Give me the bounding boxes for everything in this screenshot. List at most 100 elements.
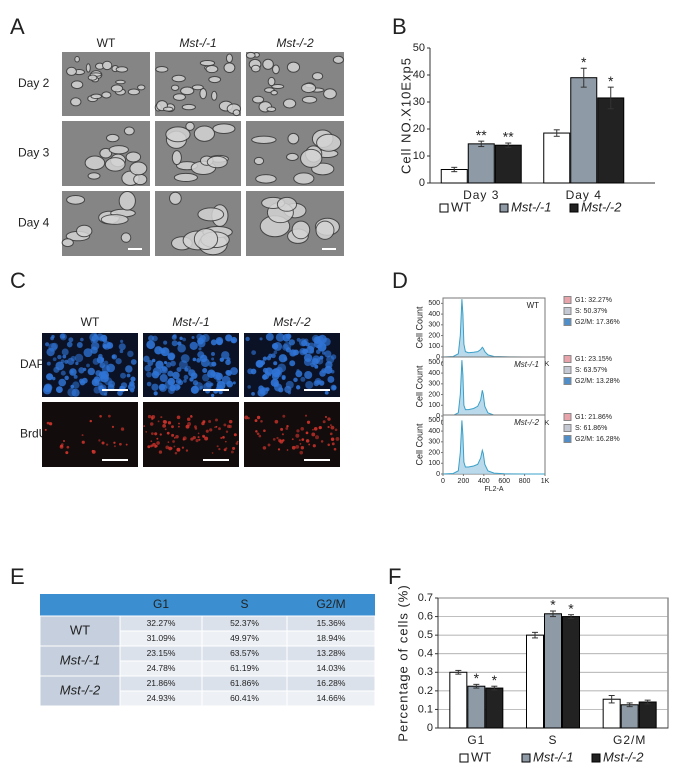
cell [123, 126, 135, 136]
nucleus [195, 439, 199, 443]
nucleus [171, 340, 178, 347]
significance-mark: ** [503, 129, 514, 145]
table-cell-text: 60.41% [230, 693, 259, 703]
nucleus [197, 432, 200, 435]
nucleus [315, 349, 321, 355]
nucleus [281, 376, 286, 380]
nucleus [94, 333, 98, 337]
nucleus [236, 440, 239, 443]
nucleus [152, 442, 156, 447]
nucleus [192, 357, 197, 362]
nucleus [167, 377, 176, 386]
nucleus [329, 432, 333, 436]
y-tick-label: 0 [419, 177, 425, 189]
nucleus [111, 425, 115, 429]
nucleus [214, 426, 216, 429]
cell [108, 145, 129, 155]
nucleus [327, 425, 330, 429]
cell [90, 93, 103, 100]
y-tick-label: 10 [413, 150, 425, 162]
nucleus [305, 439, 310, 443]
nucleus [291, 438, 294, 441]
nucleus [161, 349, 166, 354]
nucleus [198, 438, 201, 441]
nucleus [324, 390, 329, 395]
table-cell-text: 18.94% [317, 633, 346, 643]
nucleus [146, 340, 156, 350]
nucleus [254, 419, 258, 423]
y-tick-label: 0 [427, 722, 433, 734]
legend-swatch [563, 435, 572, 443]
nucleus [175, 434, 179, 439]
nucleus [143, 355, 150, 363]
table-cell-text: 52.37% [230, 618, 259, 628]
cell [193, 125, 216, 142]
nucleus [170, 360, 176, 367]
nucleus [260, 360, 266, 366]
cell [118, 191, 136, 211]
nucleus [334, 428, 338, 432]
nucleus [231, 339, 236, 343]
nucleus [247, 417, 250, 420]
x-tick-label: G1 [467, 733, 485, 747]
cell [104, 157, 126, 172]
nucleus [51, 376, 56, 381]
nucleus [216, 380, 226, 390]
x-tick-label: 600 [498, 478, 510, 485]
fluorescence-image [42, 402, 138, 467]
nucleus [296, 429, 300, 433]
y-tick-label: 0.4 [418, 648, 433, 660]
nucleus [101, 441, 105, 445]
nucleus [45, 384, 52, 391]
nucleus [265, 387, 270, 392]
cell [199, 59, 216, 67]
legend-label: S: 50.37% [575, 308, 607, 315]
y-tick-label: 500 [428, 359, 440, 366]
cell [70, 80, 84, 90]
nucleus [87, 367, 96, 376]
nucleus [67, 357, 75, 365]
cell [205, 65, 219, 74]
x-tick-label: 0 [441, 478, 445, 485]
nucleus [316, 379, 320, 383]
nucleus [225, 447, 228, 450]
nucleus [144, 364, 152, 372]
cell [171, 150, 182, 166]
bar [526, 634, 544, 729]
nucleus [156, 441, 160, 445]
bar [494, 144, 522, 184]
nucleus [197, 351, 205, 359]
bar [467, 685, 486, 729]
nucleus [272, 438, 276, 441]
cell [212, 123, 236, 134]
x-tick-label: Day 4 [566, 188, 602, 202]
nucleus [331, 385, 337, 390]
cell [172, 93, 186, 101]
cell [125, 151, 142, 163]
nucleus [202, 420, 206, 424]
nucleus [173, 445, 176, 448]
cell [267, 76, 276, 87]
y-tick-label: 0.2 [418, 685, 433, 697]
nucleus [330, 369, 335, 374]
nucleus [209, 382, 214, 387]
table-header-cell: S [240, 597, 248, 611]
cell [127, 88, 140, 96]
cell [185, 121, 195, 131]
legend-swatch [439, 203, 449, 213]
cell [197, 207, 225, 222]
row-label: DAPI [20, 357, 48, 371]
nucleus [53, 366, 60, 373]
nucleus [189, 341, 198, 350]
table-group-label: Mst-/-2 [60, 682, 101, 697]
nucleus [265, 333, 274, 341]
table-cell-text: 16.28% [317, 678, 346, 688]
nucleus [182, 436, 187, 441]
bar [570, 77, 598, 184]
cell [70, 97, 82, 107]
table-cell-text: 21.86% [147, 678, 176, 688]
nucleus [168, 446, 173, 451]
nucleus [295, 433, 300, 438]
y-tick-label: 0 [436, 354, 440, 361]
cell [293, 172, 315, 185]
